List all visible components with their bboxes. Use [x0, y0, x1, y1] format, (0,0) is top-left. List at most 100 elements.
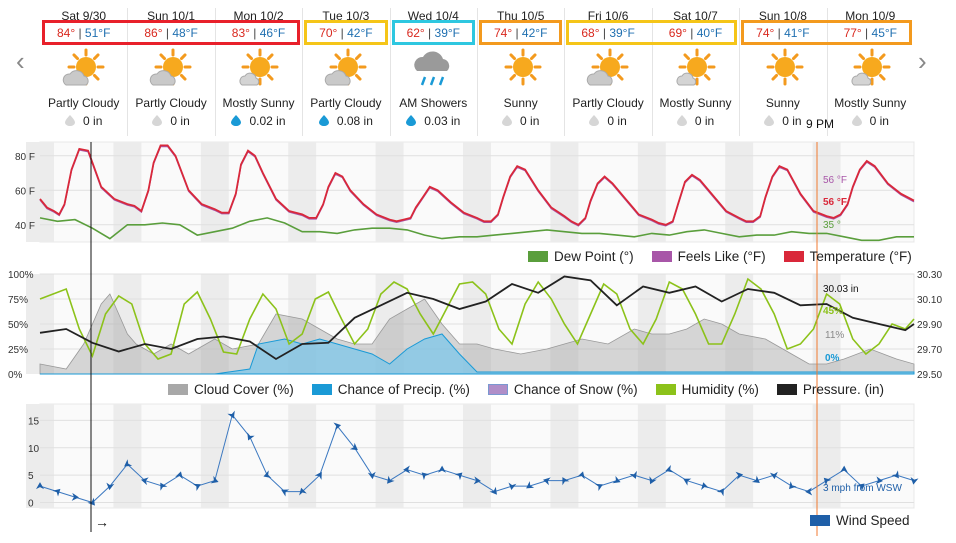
day-hi-lo: 74° | 41°F	[739, 26, 826, 40]
day-condition: Partly Cloudy	[310, 96, 382, 110]
raindrop-icon	[502, 114, 520, 128]
day-high-temp: 83°	[231, 26, 250, 40]
day-condition: Sunny	[503, 96, 538, 110]
day-date: Thu 10/5	[497, 9, 545, 23]
forecast-day[interactable]: Wed 10/4 62° | 39°F AM Showers 0.03 in	[390, 0, 477, 140]
wind-direction-marker	[299, 487, 307, 496]
legend-chance-snow[interactable]: Chance of Snow (%)	[487, 382, 638, 397]
wind-direction-marker	[751, 475, 760, 484]
wind-direction-marker	[387, 475, 395, 484]
night-band	[375, 142, 404, 242]
hi-lo-separator: |	[512, 26, 522, 40]
wind-direction-marker	[735, 471, 744, 480]
night-band	[113, 404, 142, 508]
day-precip: 0.08 in	[302, 114, 389, 128]
forecast-day[interactable]: Sat 9/30 84° | 51°F Partly Cloudy 0 in	[40, 0, 127, 140]
wind-direction-marker	[314, 471, 322, 480]
wind-direction-marker	[349, 442, 358, 451]
wind-direction-marker	[87, 497, 95, 506]
wind-direction-marker	[789, 481, 797, 490]
wind-direction-marker	[629, 470, 637, 479]
legend-temperature-chart: Dew Point (°) Feels Like (°F) Temperatur…	[510, 249, 912, 264]
raindrop-icon	[764, 114, 782, 128]
forecast-day[interactable]: Tue 10/3 70° | 42°F Partly Cloudy 0.08 in	[302, 0, 389, 140]
day-date: Mon 10/2	[233, 9, 284, 23]
day-divider	[826, 8, 828, 136]
day-hi-lo: 62° | 39°F	[390, 26, 477, 40]
precip-amount: 0 in	[694, 114, 715, 128]
night-band	[463, 142, 491, 242]
wind-direction-marker	[52, 488, 61, 497]
forecast-day[interactable]: Sat 10/7 69° | 40°F Mostly Sunny 0 in	[652, 0, 739, 140]
partly-cloudy-icon	[584, 45, 632, 93]
temperature-readout: 56 °F	[823, 197, 847, 208]
day-high-temp: 70°	[319, 26, 338, 40]
day-high-temp: 74°	[756, 26, 775, 40]
legend-feels-like[interactable]: Feels Like (°F)	[651, 249, 766, 264]
day-date: Tue 10/3	[322, 9, 370, 23]
hi-lo-separator: |	[337, 26, 348, 40]
y-tick-label: 5	[28, 471, 34, 482]
precip-amount: 0.03 in	[424, 114, 461, 128]
wind-direction-marker	[247, 432, 255, 441]
hi-lo-separator: |	[774, 26, 785, 40]
legend-temperature[interactable]: Temperature (°F)	[783, 249, 912, 264]
day-high-temp: 86°	[144, 26, 163, 40]
forecast-day[interactable]: Fri 10/6 68° | 39°F Partly Cloudy 0 in	[564, 0, 651, 140]
hi-lo-separator: |	[162, 26, 173, 40]
day-condition: Partly Cloudy	[135, 96, 207, 110]
temperature-line	[39, 144, 915, 226]
day-date: Mon 10/9	[845, 9, 896, 23]
day-hi-lo: 69° | 40°F	[652, 26, 739, 40]
night-band	[26, 142, 54, 242]
legend-cloud-cover[interactable]: Cloud Cover (%)	[168, 382, 294, 397]
day-condition: Partly Cloudy	[572, 96, 644, 110]
day-precip: 0 in	[827, 114, 914, 128]
mostly-sunny-icon	[234, 45, 282, 93]
forecast-day[interactable]: Thu 10/5 74° | 42°F Sunny 0 in	[477, 0, 564, 140]
humidity-readout: 45%	[823, 306, 843, 317]
wind-direction-marker	[403, 465, 411, 474]
day-hi-lo: 84° | 51°F	[40, 26, 127, 40]
legend-wind-speed[interactable]: Wind Speed	[810, 513, 910, 528]
hi-lo-separator: |	[861, 26, 872, 40]
day-low-temp: 42°F	[347, 26, 373, 40]
wind-direction-marker	[543, 477, 551, 486]
wind-direction-marker	[805, 487, 813, 496]
night-band	[725, 404, 754, 508]
wind-direction-marker	[562, 477, 570, 486]
sunny-icon	[759, 45, 807, 93]
forecast-day[interactable]: Sun 10/8 74° | 41°F Sunny 0 in	[739, 0, 826, 140]
forecast-day[interactable]: Mon 10/2 83° | 46°F Mostly Sunny 0.02 in	[215, 0, 302, 140]
night-band	[463, 404, 491, 508]
day-condition: AM Showers	[399, 96, 468, 110]
wind-direction-marker	[227, 410, 235, 419]
day-high-temp: 74°	[493, 26, 513, 40]
partly-cloudy-icon	[147, 45, 195, 93]
humidity-line	[39, 277, 915, 360]
day-condition: Mostly Sunny	[834, 96, 907, 110]
forecast-day[interactable]: Mon 10/9 77° | 45°F Mostly Sunny 0 in	[827, 0, 914, 140]
temp-range-highlight	[391, 20, 475, 45]
pressure-readout: 30.03 in	[823, 284, 859, 295]
legend-chance-precip[interactable]: Chance of Precip. (%)	[311, 382, 470, 397]
day-divider	[564, 8, 566, 136]
chevron-left-icon[interactable]: ‹	[16, 46, 25, 76]
legend-humidity[interactable]: Humidity (%)	[655, 382, 759, 397]
temp-range-highlight	[304, 20, 388, 45]
wind-direction-marker	[526, 481, 535, 489]
legend-pressure[interactable]: Pressure. (in)	[776, 382, 884, 397]
forecast-day[interactable]: Sun 10/1 86° | 48°F Partly Cloudy 0 in	[127, 0, 214, 140]
day-precip: 0 in	[127, 114, 214, 128]
precip-amount: 0 in	[869, 114, 889, 128]
day-precip: 0 in	[652, 114, 739, 128]
day-divider	[127, 8, 129, 136]
feels-like-readout: 56 °F	[823, 175, 847, 186]
forecast-strip: Sat 9/30 84° | 51°F Partly Cloudy 0 in Sun 1…	[40, 0, 914, 140]
legend-dew-point[interactable]: Dew Point (°)	[528, 249, 634, 264]
day-low-temp: 48°F	[172, 26, 198, 40]
hi-lo-separator: |	[424, 26, 435, 40]
wind-direction-marker	[665, 464, 674, 473]
wind-direction-marker	[124, 459, 133, 467]
chevron-right-icon[interactable]: ›	[918, 46, 927, 76]
